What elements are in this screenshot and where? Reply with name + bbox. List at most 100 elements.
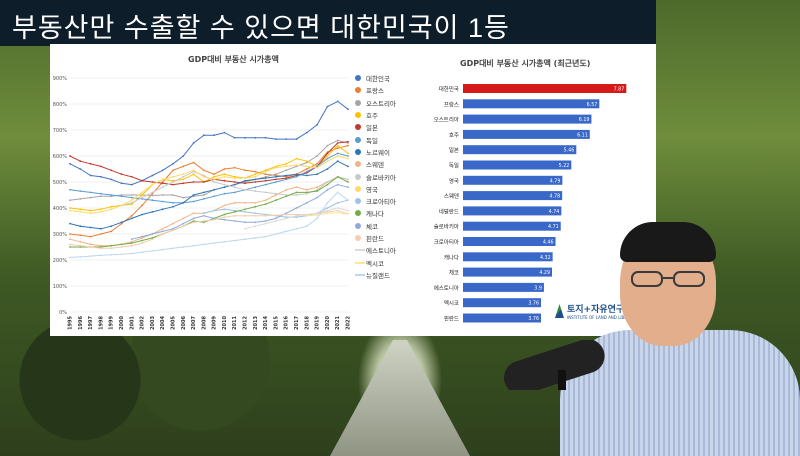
series-point [213, 242, 216, 245]
series-point [69, 238, 71, 241]
series-point [99, 195, 102, 198]
series-point [336, 144, 339, 147]
x-tick-label: 2005 [170, 315, 176, 329]
series-point [305, 191, 308, 194]
series-point [254, 178, 257, 181]
series-point [120, 222, 123, 225]
series-point [89, 209, 92, 212]
series-point [202, 243, 205, 246]
series-point [151, 174, 154, 177]
series-point [264, 214, 267, 217]
series-point [99, 211, 102, 213]
bar [463, 114, 592, 124]
series-point [161, 186, 164, 189]
y-tick-label: 400% [53, 206, 68, 212]
series-point [110, 194, 113, 196]
series-point [223, 218, 226, 221]
series-point [275, 166, 277, 169]
bar-category-label: 프랑스 [444, 101, 459, 108]
series-point [223, 240, 226, 243]
series-point [172, 169, 174, 172]
series-point [110, 244, 113, 247]
bar-category-label: 오스트리아 [434, 116, 459, 124]
x-tick-label: 2004 [160, 315, 166, 329]
series-point [244, 208, 246, 211]
series-point [223, 208, 226, 211]
series-point [305, 172, 308, 174]
bar-category-label: 캐나다 [444, 253, 459, 261]
series-point [182, 178, 185, 181]
series-point [213, 173, 216, 176]
series-point [275, 174, 277, 177]
series-point [285, 230, 288, 233]
series-point [254, 175, 257, 178]
legend-item: 뉴질랜드 [355, 269, 396, 281]
series-point [99, 233, 102, 235]
series-point [120, 195, 123, 198]
bar-category-label: 영국 [449, 177, 459, 185]
series-point [213, 217, 216, 220]
series-point [130, 201, 133, 204]
x-tick-label: 2009 [212, 315, 218, 329]
series-point [89, 235, 92, 238]
bar [463, 84, 627, 93]
series-point [120, 246, 123, 248]
series-point [182, 173, 185, 176]
logo-subtitle: INSTITUTE OF LAND AND LIBERTY [567, 315, 635, 320]
series-point [264, 213, 267, 216]
series-point [192, 244, 195, 247]
legend-label: 에스토니아 [366, 247, 396, 256]
legend-marker [355, 136, 361, 143]
legend-item: 오스트리아 [355, 97, 396, 109]
series-point [305, 192, 308, 195]
series-point [295, 216, 298, 219]
series-point [182, 182, 185, 185]
series-point [244, 182, 246, 185]
legend-item: 멕시코 [355, 256, 396, 268]
legend-label: 독일 [366, 136, 378, 145]
series-point [213, 181, 216, 183]
series-point [202, 181, 205, 183]
series-point [161, 181, 164, 183]
series-point [69, 243, 71, 246]
series-point [172, 194, 174, 196]
series-point [305, 131, 308, 134]
series-point [172, 201, 174, 204]
series-line [69, 152, 349, 204]
series-point [69, 155, 71, 157]
series-point [151, 194, 154, 197]
series-point [89, 174, 92, 177]
series-point [223, 131, 226, 134]
series-point [141, 196, 143, 199]
series-point [275, 214, 277, 217]
series-point [69, 256, 71, 259]
series-point [182, 165, 185, 168]
series-point [182, 175, 185, 178]
series-point [254, 136, 257, 139]
series-point [326, 105, 329, 108]
bar-value-label: 4.79 [550, 178, 561, 184]
series-point [69, 207, 71, 209]
series-point [244, 179, 246, 182]
series-point [223, 173, 226, 176]
series-point [130, 252, 133, 255]
series-point [192, 221, 195, 224]
series-point [336, 155, 339, 157]
bar-category-label: 네덜란드 [439, 207, 459, 215]
series-point [326, 152, 329, 155]
legend-marker [355, 75, 361, 82]
series-point [192, 142, 195, 144]
series-point [79, 168, 82, 170]
series-point [285, 174, 288, 177]
series-point [285, 194, 288, 196]
series-point [347, 140, 349, 143]
series-point [336, 142, 339, 144]
series-point [264, 179, 267, 182]
bar-value-label: 4.74 [549, 209, 560, 215]
legend-item: 노르웨이 [355, 146, 396, 158]
x-tick-label: 2015 [273, 315, 279, 329]
series-point [285, 169, 288, 172]
legend-item: 독일 [355, 133, 396, 145]
series-point [161, 194, 164, 196]
series-point [254, 186, 257, 189]
